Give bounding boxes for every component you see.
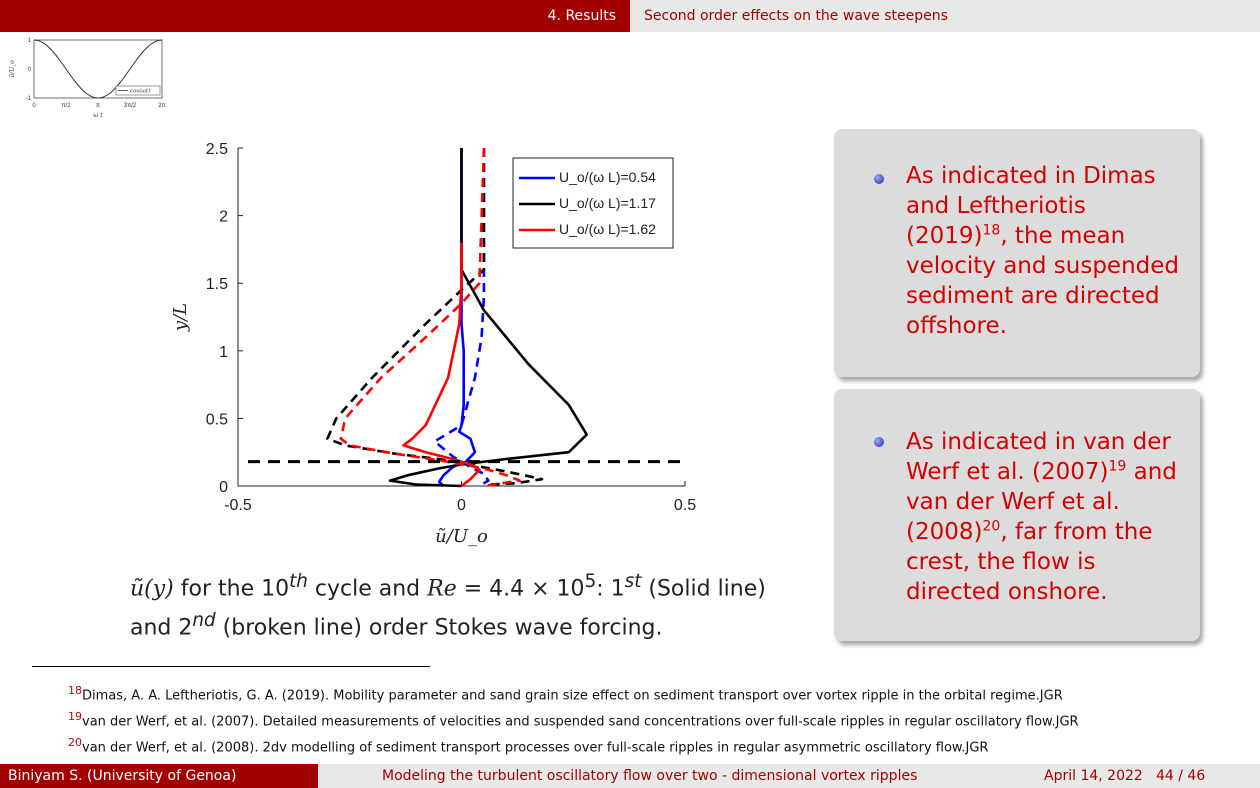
alert-block-onshore: As indicated in van der Werf et al. (200… [834, 389, 1200, 641]
y-tick-label: 2.5 [206, 141, 228, 158]
footnote-ref-19[interactable]: 19 [1108, 458, 1127, 475]
footnote-ref-18[interactable]: 18 [982, 222, 1001, 239]
legend-label: U_o/(ω L)=1.17 [559, 195, 656, 211]
footnote-18: 18Dimas, A. A. Leftheriotis, G. A. (2019… [68, 684, 1063, 703]
section-label: 4. Results [547, 8, 616, 24]
top-navigation-bar: 4. Results Second order effects on the w… [0, 0, 1260, 32]
mini-y-axis-label: ũ/U_o [9, 60, 16, 78]
bullet-icon [874, 437, 884, 447]
block-text: As indicated in Dimas and Leftheriotis (… [906, 161, 1190, 341]
caption-sup-2: 5 [584, 571, 597, 592]
mini-x-tick-label: 3π/2 [124, 103, 137, 109]
legend-label: U_o/(ω L)=1.62 [559, 221, 656, 237]
x-tick-label: 0 [457, 497, 466, 514]
series-line-3 [388, 148, 588, 488]
footer-author: Biniyam S. (University of Genoa) [8, 768, 237, 784]
block1-text-1: As indicated in Dimas and Leftheriotis (… [906, 163, 1156, 249]
x-tick-label: 0.5 [674, 497, 696, 514]
series-line-1 [437, 148, 477, 487]
x-tick-label: -0.5 [224, 497, 252, 514]
mini-y-tick-label: 1 [28, 38, 32, 44]
y-axis-label: y/L [170, 303, 191, 332]
caption-text-3: = 4.4 × 10 [456, 576, 585, 602]
y-tick-label: 0.5 [206, 411, 228, 428]
caption-re: Re [427, 576, 457, 602]
caption-sup-4: nd [192, 610, 216, 632]
block-text: As indicated in van der Werf et al. (200… [906, 427, 1190, 607]
y-tick-label: 0 [219, 479, 228, 496]
footnote-num: 19 [68, 710, 82, 723]
legend-label: U_o/(ω L)=0.54 [559, 169, 656, 185]
footer-title: Modeling the turbulent oscillatory flow … [382, 768, 918, 784]
mini-x-tick-label: π [96, 103, 100, 109]
caption-text-4: : 1 [596, 576, 625, 602]
footnote-text: van der Werf, et al. (2008). 2dv modelli… [82, 740, 989, 756]
caption-text-2: cycle and [307, 576, 428, 602]
velocity-profile-chart: -0.5 0 0.500.511.522.5ũ/U_oy/LU_o/(ω L)=0.… [170, 141, 696, 547]
y-tick-label: 1.5 [206, 276, 228, 293]
subsection-title[interactable]: Second order effects on the wave steepen… [630, 0, 1260, 32]
footer-bar: Biniyam S. (University of Genoa) Modelin… [0, 764, 1260, 788]
mini-cosine-curve [33, 39, 163, 99]
mini-x-tick-label: 2π [158, 103, 165, 109]
caption-sup-3: st [624, 571, 642, 592]
y-tick-label: 1 [219, 344, 228, 361]
x-axis-label: ũ/U_o [435, 526, 488, 547]
footnote-19: 19van der Werf, et al. (2007). Detailed … [68, 710, 1079, 729]
block2-text-3: , far from the crest, the flow is direct… [906, 519, 1153, 605]
mini-y-tick-label: 0 [28, 67, 32, 73]
mini-x-tick-label: π/2 [61, 103, 71, 109]
mini-legend-box [115, 85, 161, 96]
caption-text-1: for the 10 [173, 576, 290, 602]
footer-date: April 14, 2022 [1044, 768, 1143, 784]
footnote-text: van der Werf, et al. (2007). Detailed me… [82, 714, 1079, 730]
footnote-rule [32, 666, 430, 667]
footer-author-box: Biniyam S. (University of Genoa) [0, 764, 318, 788]
footer-page-number: 44 / 46 [1156, 768, 1206, 784]
bullet-icon [874, 174, 884, 184]
block2-text-1: As indicated in van der Werf et al. (200… [906, 429, 1171, 485]
mini-x-tick-label: 0 [32, 103, 36, 109]
mini-x-axis-label: ω t [93, 112, 103, 119]
block1-text-2: , the mean velocity and suspended sedime… [906, 223, 1180, 339]
footnote-num: 20 [68, 736, 82, 749]
section-title[interactable]: 4. Results [0, 0, 630, 32]
alert-block-offshore: As indicated in Dimas and Leftheriotis (… [834, 129, 1200, 377]
caption-text-5: (Solid line) and 2 [130, 576, 766, 641]
y-tick-label: 2 [219, 209, 228, 226]
caption-text-6: (broken line) order Stokes wave forcing. [215, 615, 663, 641]
caption-function: ũ(y) [130, 576, 174, 602]
mini-legend-label: cos(ωt) [130, 88, 150, 95]
footnote-20: 20van der Werf, et al. (2008). 2dv model… [68, 736, 988, 755]
mini-y-tick-label: -1 [26, 96, 32, 102]
series-line-5 [402, 242, 481, 488]
block2-text-2: and van der Werf et al. (2008) [906, 459, 1177, 545]
caption-sup-1: th [289, 571, 308, 592]
series-line-6 [339, 147, 521, 488]
figure-caption: ũ(y) for the 10th cycle and Re = 4.4 × 1… [130, 566, 790, 645]
subsection-label: Second order effects on the wave steepen… [644, 8, 948, 24]
footnote-num: 18 [68, 684, 82, 697]
series-line-4 [326, 148, 544, 486]
footnote-ref-20[interactable]: 20 [982, 518, 1001, 535]
footnote-text: Dimas, A. A. Leftheriotis, G. A. (2019).… [82, 688, 1063, 704]
